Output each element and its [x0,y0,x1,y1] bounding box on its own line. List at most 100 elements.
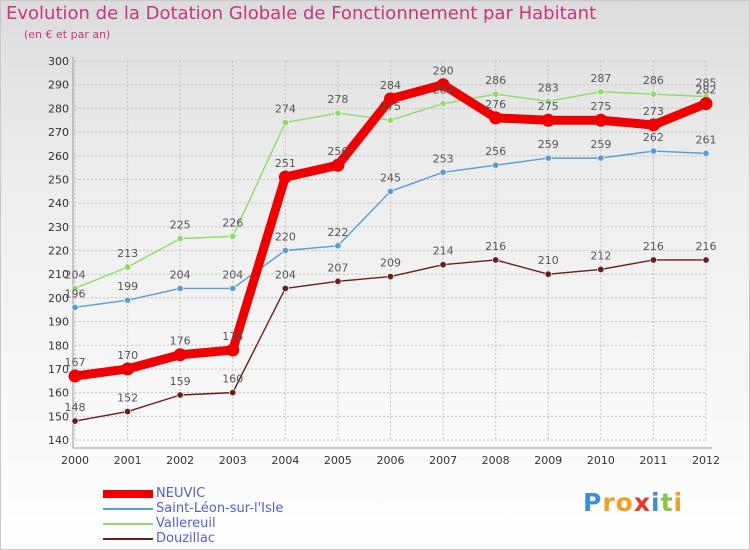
chart-subtitle: (en € et par an) [24,28,111,41]
logo-letter: r [602,488,616,517]
point-neuvic-2008 [489,111,503,125]
x-tick-label: 2005 [324,454,352,467]
legend-swatch [103,523,153,525]
data-label-saint-leon-sur-l-isle-2002: 204 [170,268,191,281]
y-tick-label: 150 [48,410,69,423]
data-label-vallereuil-2010: 287 [590,72,611,85]
y-tick-label: 250 [48,173,69,186]
y-tick-label: 260 [48,150,69,163]
data-label-vallereuil-2000: 204 [65,268,86,281]
y-tick-label: 240 [48,197,69,210]
grid [74,60,707,441]
logo-letter: i [651,488,661,517]
legend-label: NEUVIC [156,486,206,501]
legend-swatch [103,538,153,540]
point-vallereuil-2001 [124,263,132,271]
point-neuvic-2000 [68,369,82,383]
series [68,78,713,425]
data-label-saint-leon-sur-l-isle-2003: 204 [222,268,243,281]
data-label-saint-leon-sur-l-isle-2000: 196 [65,287,86,300]
point-douzillac-2001 [124,408,132,416]
point-saint-leon-sur-l-isle-2001 [124,296,132,304]
point-neuvic-2004 [278,170,292,184]
data-label-neuvic-2009: 275 [538,100,559,113]
logo-letter: t [660,488,674,517]
legend-swatch [103,508,153,510]
x-tick-label: 2006 [377,454,405,467]
y-tick-label: 300 [48,55,69,68]
data-label-douzillac-2001: 152 [117,392,138,405]
x-tick-label: 2000 [61,454,89,467]
data-label-douzillac-2002: 159 [170,375,191,388]
point-vallereuil-2006 [386,116,394,124]
data-label-neuvic-2011: 273 [643,105,664,118]
data-label-neuvic-2012: 282 [696,84,717,97]
data-label-vallereuil-2002: 225 [170,219,191,232]
point-douzillac-2004 [281,284,289,292]
point-vallereuil-2011 [649,90,657,98]
point-douzillac-2009 [544,270,552,278]
logo-letter: P [583,488,603,517]
y-tick-label: 210 [48,268,69,281]
data-label-douzillac-2008: 216 [485,240,506,253]
y-tick-label: 290 [48,79,69,92]
point-saint-leon-sur-l-isle-2006 [386,187,394,195]
point-douzillac-2002 [176,391,184,399]
legend-swatch [103,490,153,498]
point-saint-leon-sur-l-isle-2008 [492,161,500,169]
point-saint-leon-sur-l-isle-2005 [334,242,342,250]
point-neuvic-2005 [331,158,345,172]
logo-letter: i [673,488,684,517]
x-tick-label: 2009 [534,454,562,467]
x-tick-label: 2008 [482,454,510,467]
chart-title: Evolution de la Dotation Globale de Fonc… [6,3,597,24]
data-label-douzillac-2006: 209 [380,257,401,270]
data-label-vallereuil-2007: 282 [433,84,454,97]
data-label-vallereuil-2006: 275 [380,100,401,113]
data-label-neuvic-2004: 251 [275,157,296,170]
data-label-vallereuil-2009: 283 [538,81,559,94]
x-tick-label: 2004 [271,454,299,467]
point-neuvic-2003 [226,343,240,357]
x-tick-label: 2001 [114,454,142,467]
y-tick-label: 220 [48,245,69,258]
point-douzillac-2005 [334,277,342,285]
y-tick-label: 270 [48,126,69,139]
x-tick-label: 2002 [166,454,194,467]
point-neuvic-2007 [436,78,450,92]
data-label-saint-leon-sur-l-isle-2004: 220 [275,231,296,244]
x-tick-label: 2003 [219,454,247,467]
data-label-saint-leon-sur-l-isle-2005: 222 [327,226,348,239]
logo-letter: o [615,488,634,517]
data-label-neuvic-2008: 276 [485,98,506,111]
y-tick-label: 170 [48,363,69,376]
point-vallereuil-2010 [597,88,605,96]
data-label-saint-leon-sur-l-isle-2001: 199 [117,280,138,293]
proxiti-logo: Proxiti [583,488,683,517]
legend-label: Saint-Léon-sur-l'Isle [156,501,284,516]
point-vallereuil-2007 [439,100,447,108]
point-vallereuil-2009 [544,97,552,105]
data-label-vallereuil-2001: 213 [117,247,138,260]
point-douzillac-2012 [702,256,710,264]
x-tick-label: 2012 [692,454,720,467]
point-neuvic-2010 [594,113,608,127]
data-label-vallereuil-2008: 286 [485,74,506,87]
data-label-neuvic-2007: 290 [433,65,454,78]
point-neuvic-2011 [646,118,660,132]
data-label-saint-leon-sur-l-isle-2012: 261 [696,133,717,146]
point-saint-leon-sur-l-isle-2010 [597,154,605,162]
data-label-douzillac-2010: 212 [590,249,611,262]
point-douzillac-2008 [492,256,500,264]
point-saint-leon-sur-l-isle-2000 [71,303,79,311]
point-saint-leon-sur-l-isle-2007 [439,168,447,176]
point-neuvic-2012 [699,97,713,111]
point-douzillac-2007 [439,261,447,269]
data-label-neuvic-2010: 275 [590,100,611,113]
point-douzillac-2000 [71,417,79,425]
y-tick-label: 160 [48,387,69,400]
data-label-saint-leon-sur-l-isle-2006: 245 [380,171,401,184]
data-label-saint-leon-sur-l-isle-2011: 262 [643,131,664,144]
